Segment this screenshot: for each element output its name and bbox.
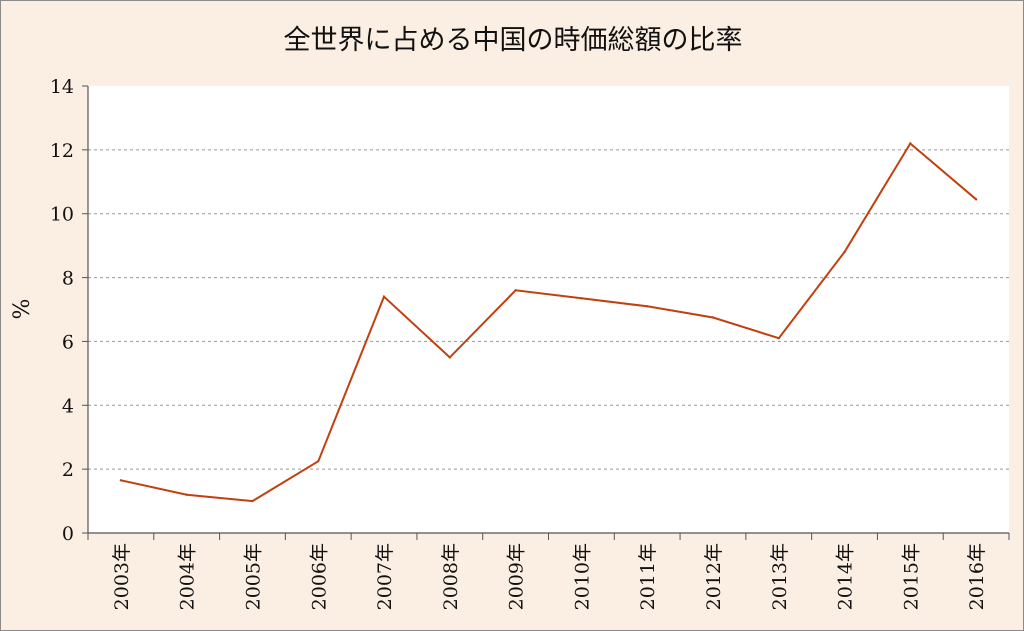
- y-tick-label: 14: [50, 76, 74, 98]
- data-point: [909, 142, 912, 145]
- x-tick-label: 2012年: [703, 543, 725, 610]
- x-tick-label: 2007年: [374, 543, 396, 610]
- x-tick-label: 2016年: [966, 543, 988, 610]
- data-point: [251, 499, 254, 503]
- data-point: [974, 198, 978, 201]
- data-point: [843, 250, 846, 254]
- data-point: [119, 479, 123, 482]
- series-line: [120, 141, 977, 503]
- plot-background: [88, 86, 1009, 533]
- data-point: [645, 305, 649, 308]
- chart-title: 全世界に占める中国の時価総額の比率: [284, 25, 743, 56]
- y-axis-label: %: [10, 299, 35, 320]
- data-point: [777, 337, 780, 340]
- data-point: [514, 289, 517, 292]
- y-tick-label: 2: [62, 459, 74, 481]
- data-point: [185, 493, 188, 496]
- plot-area-group: 0 2 4 6 8 10 12 14 2003年 2004年 2005年 2006年 2007年 2008…: [50, 76, 1010, 610]
- data-point: [382, 295, 386, 298]
- y-tick-label: 4: [62, 395, 74, 417]
- x-tick-label: 2015年: [900, 543, 922, 610]
- x-tick-label: 2006年: [308, 543, 330, 610]
- x-tick-label: 2014年: [835, 543, 857, 610]
- x-tick-label: 2004年: [177, 543, 199, 610]
- y-tick-label: 10: [50, 204, 74, 226]
- x-tick-label: 2003年: [111, 543, 133, 610]
- x-tick-label: 2011年: [637, 543, 659, 610]
- y-tick-label: 12: [50, 140, 74, 162]
- y-tick-label: 6: [62, 331, 74, 353]
- y-tick-label: 8: [62, 268, 74, 290]
- x-tick-label: 2009年: [506, 543, 528, 610]
- data-point: [711, 316, 715, 319]
- data-point: [448, 356, 452, 359]
- x-tick-label: 2005年: [242, 543, 264, 610]
- y-tick-label: 0: [62, 523, 74, 545]
- data-point: [317, 459, 320, 463]
- data-point: [580, 297, 583, 300]
- x-tick-label: 2010年: [571, 543, 593, 610]
- x-tick-label: 2013年: [769, 543, 791, 610]
- x-tick-label: 2008年: [440, 543, 462, 610]
